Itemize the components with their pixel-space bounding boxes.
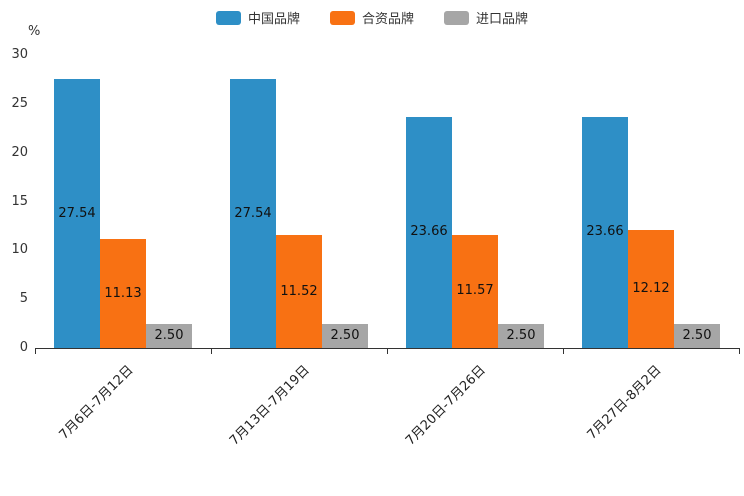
x-axis-tick <box>739 348 740 354</box>
y-tick-label: 5 <box>19 291 28 307</box>
bar-合资品牌-1 <box>276 235 322 348</box>
bar-value-label: 23.66 <box>410 224 448 240</box>
bar-进口品牌-1 <box>322 323 368 348</box>
y-tick-label: 10 <box>11 242 28 258</box>
bar-中国品牌-3 <box>582 116 628 348</box>
bar-中国品牌-0 <box>54 79 100 348</box>
x-axis-tick <box>35 348 36 354</box>
y-tick-label: 0 <box>19 340 28 355</box>
chart-legend: 中国品牌 合资品牌 进口品牌 <box>0 8 744 27</box>
legend-label: 中国品牌 <box>247 12 300 27</box>
legend-label: 进口品牌 <box>476 12 529 27</box>
bar-value-label: 2.50 <box>506 327 536 343</box>
legend-marker-icon <box>444 10 469 25</box>
x-category-label-2: 7月20日-7月26日 <box>402 362 489 449</box>
bar-中国品牌-1 <box>230 79 276 348</box>
bar-value-label: 2.50 <box>154 327 184 343</box>
bar-value-label: 11.52 <box>280 283 318 299</box>
bar-合资品牌-3 <box>628 229 674 348</box>
x-category-label-3: 7月27日-8月2日 <box>584 362 665 443</box>
bar-value-label: 27.54 <box>58 205 96 221</box>
bar-value-label: 11.13 <box>104 285 142 301</box>
x-axis-tick <box>387 348 388 354</box>
y-tick-label: 25 <box>11 95 28 111</box>
y-axis-unit-label: % <box>28 24 41 39</box>
bar-进口品牌-2 <box>498 323 544 348</box>
legend-item-2: 进口品牌 <box>444 8 528 27</box>
x-category-label-0: 7月6日-7月12日 <box>56 362 137 443</box>
bar-进口品牌-0 <box>146 323 192 348</box>
bar-value-label: 11.57 <box>456 283 494 299</box>
legend-marker-icon <box>329 10 355 25</box>
y-tick-label: 20 <box>11 144 28 160</box>
x-category-label-1: 7月13日-7月19日 <box>226 362 313 449</box>
bar-合资品牌-0 <box>100 239 146 348</box>
y-tick-label: 15 <box>11 193 28 209</box>
bar-合资品牌-2 <box>452 234 498 348</box>
y-tick-label: 30 <box>11 47 28 62</box>
bar-value-label: 27.54 <box>234 205 272 221</box>
bar-进口品牌-3 <box>674 323 720 348</box>
x-axis-tick <box>211 348 212 354</box>
x-axis-tick <box>563 348 564 354</box>
legend-marker-icon <box>215 10 241 25</box>
legend-label: 合资品牌 <box>361 12 414 27</box>
legend-item-0: 中国品牌 <box>215 8 300 27</box>
bar-value-label: 12.12 <box>632 280 670 296</box>
legend-item-1: 合资品牌 <box>329 8 414 27</box>
bar-value-label: 2.50 <box>682 327 712 343</box>
bar-value-label: 23.66 <box>586 224 624 240</box>
bar-value-label: 2.50 <box>330 327 360 343</box>
bar-中国品牌-2 <box>406 116 452 348</box>
